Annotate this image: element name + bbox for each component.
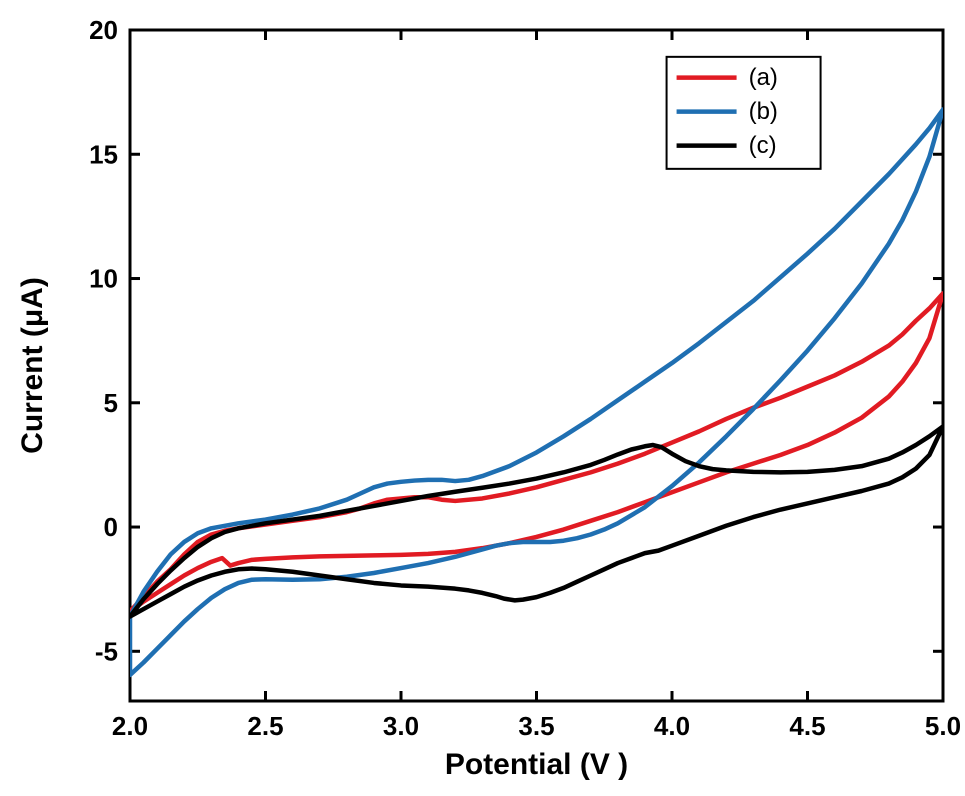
xtick-4: 4.0	[654, 711, 690, 741]
xtick-1: 2.5	[247, 711, 283, 741]
xtick-6: 5.0	[925, 711, 961, 741]
ytick-2: 5	[104, 388, 118, 418]
legend-label-2: (c)	[749, 132, 777, 159]
xtick-2: 3.0	[383, 711, 419, 741]
xtick-5: 4.5	[789, 711, 825, 741]
ytick-0: -5	[95, 636, 118, 666]
legend: (a) (b) (c)	[667, 57, 821, 169]
xtick-0: 2.0	[112, 711, 148, 741]
legend-label-0: (a)	[749, 64, 778, 91]
xtick-3: 3.5	[518, 711, 554, 741]
cv-chart: 2.0 2.5 3.0 3.5 4.0 4.5 5.0 -5 0 5 10 15 20 Potential…	[0, 0, 965, 796]
ytick-4: 15	[89, 139, 118, 169]
xlabel: Potential (V )	[445, 748, 628, 781]
ytick-5: 20	[89, 15, 118, 45]
ytick-1: 0	[104, 512, 118, 542]
ytick-3: 10	[89, 264, 118, 294]
legend-label-1: (b)	[749, 98, 778, 125]
ylabel: Current (μA)	[16, 277, 49, 454]
